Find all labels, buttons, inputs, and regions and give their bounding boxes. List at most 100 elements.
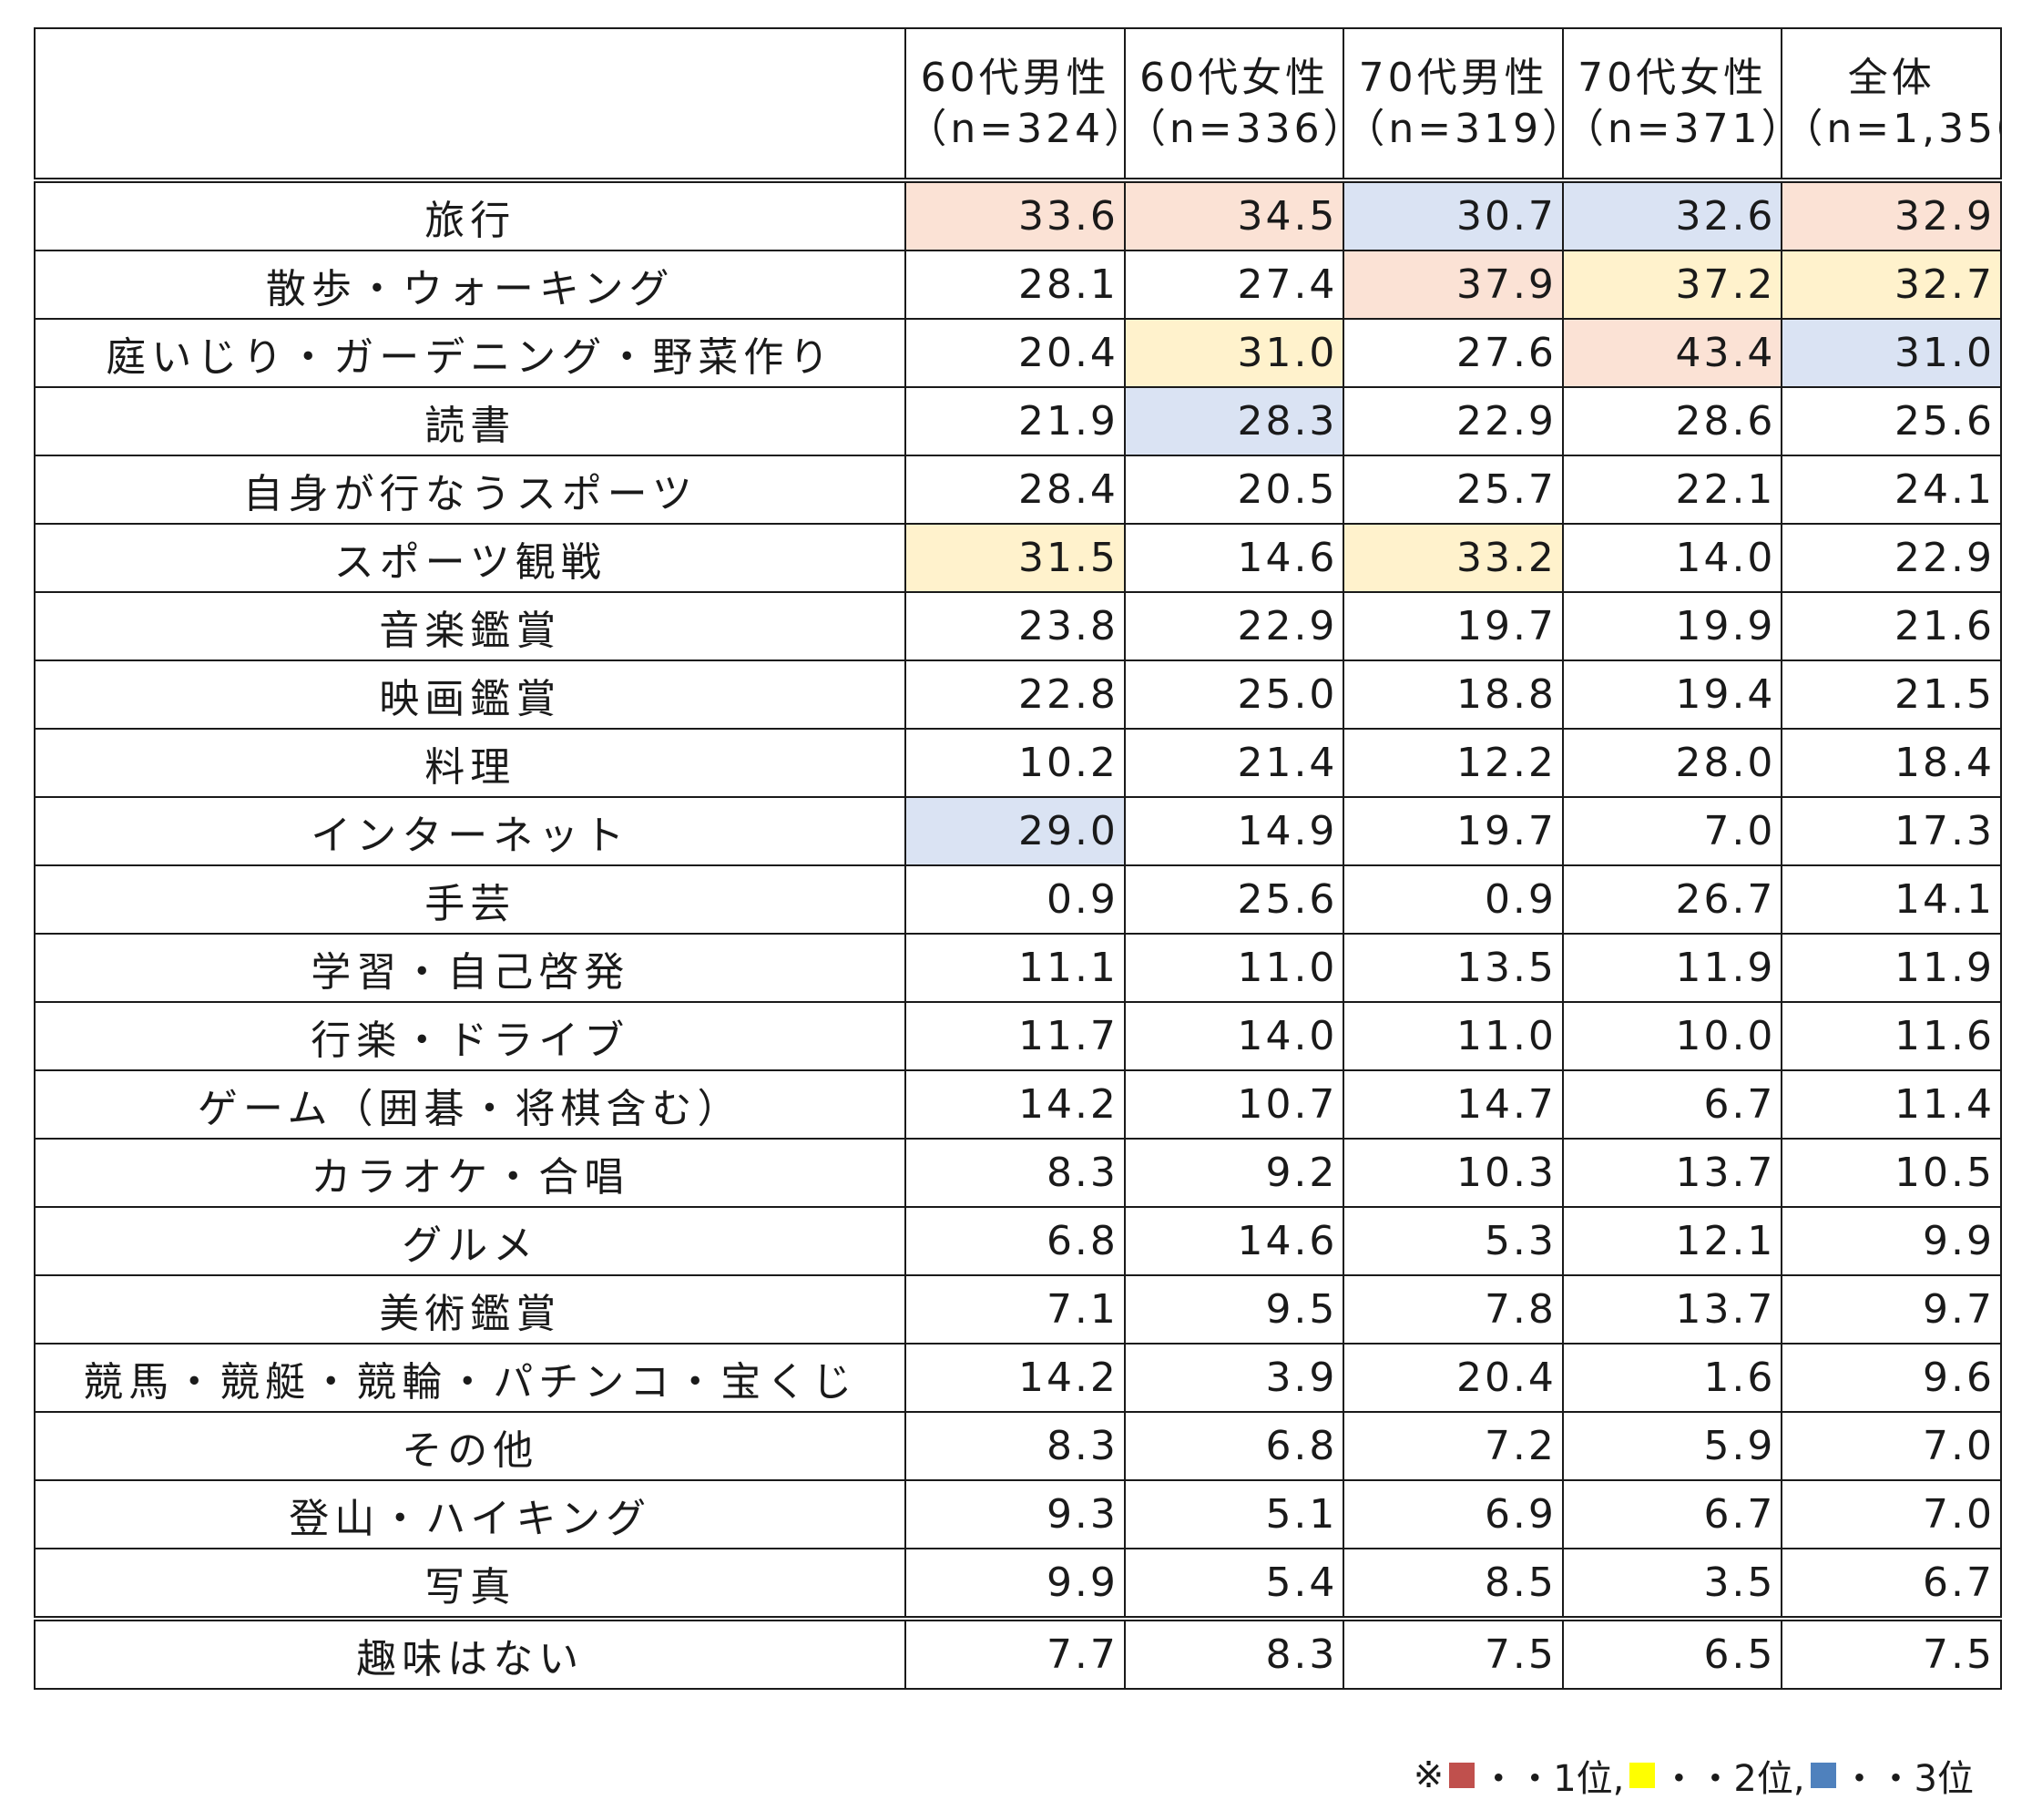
column-header: 70代女性 （n=371）	[1561, 27, 1783, 183]
value-cell: 25.7	[1343, 455, 1564, 525]
value-cell: 8.3	[904, 1138, 1126, 1208]
value-cell: 27.6	[1343, 318, 1564, 388]
value-cell: 11.9	[1781, 933, 2002, 1003]
value-cell: 14.9	[1123, 796, 1345, 866]
legend-label-rank-2: ・・2位,	[1660, 1758, 1805, 1800]
legend-swatch-rank-2	[1629, 1763, 1656, 1788]
legend-prefix: ※	[1413, 1754, 1445, 1796]
value-cell: 7.0	[1781, 1479, 2002, 1549]
value-cell: 0.9	[1343, 864, 1564, 935]
value-cell: 9.9	[1781, 1206, 2002, 1276]
value-cell: 6.7	[1781, 1548, 2002, 1621]
value-cell-rank-2: 33.2	[1343, 523, 1564, 593]
column-header-sample-size: （n=1,350）	[1782, 105, 1999, 152]
value-cell: 11.9	[1561, 933, 1783, 1003]
value-cell: 18.8	[1343, 659, 1564, 730]
value-cell: 10.7	[1123, 1069, 1345, 1140]
row-label: その他	[33, 1411, 907, 1481]
value-cell: 11.0	[1123, 933, 1345, 1003]
value-cell: 7.2	[1343, 1411, 1564, 1481]
value-cell: 27.4	[1123, 250, 1345, 320]
value-cell: 20.4	[1343, 1343, 1564, 1413]
table-row: 庭いじり・ガーデニング・野菜作り 20.4 31.0 27.6 43.4 31.0	[33, 318, 2002, 388]
value-cell: 24.1	[1781, 455, 2002, 525]
table-row: 学習・自己啓発 11.1 11.0 13.5 11.9 11.9	[33, 933, 2002, 1003]
value-cell: 6.8	[904, 1206, 1126, 1276]
table-row: その他 8.3 6.8 7.2 5.9 7.0	[33, 1411, 2002, 1481]
row-label: 手芸	[33, 864, 907, 935]
value-cell: 7.1	[904, 1274, 1126, 1345]
table-footer-row: 趣味はない 7.7 8.3 7.5 6.5 7.5	[33, 1618, 2002, 1690]
row-label: 趣味はない	[33, 1618, 907, 1690]
table-row: 音楽鑑賞 23.8 22.9 19.7 19.9 21.6	[33, 591, 2002, 661]
value-cell: 5.1	[1123, 1479, 1345, 1549]
table-row: 映画鑑賞 22.8 25.0 18.8 19.4 21.5	[33, 659, 2002, 730]
value-cell: 11.7	[904, 1001, 1126, 1071]
hobby-ranking-table: 60代男性 （n=324） 60代女性 （n=336） 70代男性 （n=319） 70代女…	[33, 27, 2002, 1690]
value-cell-rank-1: 34.5	[1123, 179, 1345, 251]
value-cell: 23.8	[904, 591, 1126, 661]
value-cell: 9.2	[1123, 1138, 1345, 1208]
value-cell: 26.7	[1561, 864, 1783, 935]
value-cell: 13.5	[1343, 933, 1564, 1003]
legend-label-rank-1: ・・1位,	[1480, 1758, 1625, 1800]
column-header-sample-size: （n=319）	[1344, 105, 1563, 152]
row-label: 料理	[33, 728, 907, 798]
column-header-sample-size: （n=336）	[1125, 105, 1344, 152]
value-cell: 14.6	[1123, 523, 1345, 593]
value-cell: 14.6	[1123, 1206, 1345, 1276]
value-cell: 21.9	[904, 386, 1126, 456]
value-cell: 11.1	[904, 933, 1126, 1003]
row-label: 庭いじり・ガーデニング・野菜作り	[33, 318, 907, 388]
column-header: 70代男性 （n=319）	[1343, 27, 1564, 183]
value-cell-rank-3: 30.7	[1343, 179, 1564, 251]
value-cell-rank-1: 37.9	[1343, 250, 1564, 320]
row-label: 写真	[33, 1548, 907, 1621]
column-header: 60代男性 （n=324）	[904, 27, 1126, 183]
value-cell-rank-2: 31.0	[1123, 318, 1345, 388]
value-cell: 28.0	[1561, 728, 1783, 798]
row-label: スポーツ観戦	[33, 523, 907, 593]
value-cell: 10.5	[1781, 1138, 2002, 1208]
value-cell: 7.0	[1561, 796, 1783, 866]
value-cell: 9.6	[1781, 1343, 2002, 1413]
value-cell-rank-2: 37.2	[1561, 250, 1783, 320]
value-cell: 21.4	[1123, 728, 1345, 798]
value-cell: 7.5	[1343, 1618, 1564, 1690]
value-cell: 21.6	[1781, 591, 2002, 661]
table-body: 旅行 33.6 34.5 30.7 32.6 32.9 散歩・ウォーキング 28.1 27.4 3…	[33, 179, 2002, 1621]
row-label: 散歩・ウォーキング	[33, 250, 907, 320]
value-cell: 6.5	[1561, 1618, 1783, 1690]
value-cell: 12.1	[1561, 1206, 1783, 1276]
table-row: 手芸 0.9 25.6 0.9 26.7 14.1	[33, 864, 2002, 935]
value-cell: 19.7	[1343, 591, 1564, 661]
row-label: インターネット	[33, 796, 907, 866]
value-cell-rank-3: 32.6	[1561, 179, 1783, 251]
value-cell: 9.5	[1123, 1274, 1345, 1345]
value-cell: 7.8	[1343, 1274, 1564, 1345]
value-cell: 14.2	[904, 1343, 1126, 1413]
column-header-label: 60代男性	[920, 54, 1110, 101]
value-cell-rank-1: 32.9	[1781, 179, 2002, 251]
row-label: 自身が行なうスポーツ	[33, 455, 907, 525]
table-row: 競馬・競艇・競輪・パチンコ・宝くじ 14.2 3.9 20.4 1.6 9.6	[33, 1343, 2002, 1413]
value-cell: 7.0	[1781, 1411, 2002, 1481]
value-cell: 14.2	[904, 1069, 1126, 1140]
value-cell: 10.3	[1343, 1138, 1564, 1208]
value-cell-rank-2: 31.5	[904, 523, 1126, 593]
row-label: 行楽・ドライブ	[33, 1001, 907, 1071]
value-cell: 8.3	[904, 1411, 1126, 1481]
value-cell: 11.4	[1781, 1069, 2002, 1140]
value-cell: 9.3	[904, 1479, 1126, 1549]
legend-label-rank-3: ・・3位	[1841, 1758, 1974, 1800]
value-cell: 19.7	[1343, 796, 1564, 866]
column-header-label: 70代女性	[1578, 54, 1768, 101]
row-label: 映画鑑賞	[33, 659, 907, 730]
value-cell: 10.2	[904, 728, 1126, 798]
value-cell: 6.9	[1343, 1479, 1564, 1549]
value-cell-rank-3: 29.0	[904, 796, 1126, 866]
column-header-label: 全体	[1847, 54, 1935, 101]
table-row: カラオケ・合唱 8.3 9.2 10.3 13.7 10.5	[33, 1138, 2002, 1208]
value-cell: 5.4	[1123, 1548, 1345, 1621]
table-row: 行楽・ドライブ 11.7 14.0 11.0 10.0 11.6	[33, 1001, 2002, 1071]
